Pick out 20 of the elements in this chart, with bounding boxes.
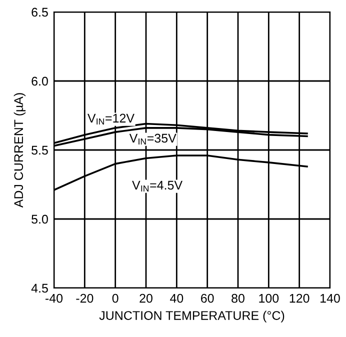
series-label: V$_{IN}$=35V (129, 134, 176, 144)
y-tick-label: 5.5 (32, 146, 48, 155)
x-tick-label: 0 (112, 294, 118, 303)
x-tick-label: -40 (46, 294, 63, 303)
y-tick-label: 6.0 (32, 76, 48, 86)
x-axis-title: JUNCTION TEMPERATURE (°C) (99, 310, 284, 322)
y-tick-label: 5.0 (32, 214, 48, 224)
x-tick-label: 40 (170, 294, 184, 303)
x-tick-label: 100 (259, 294, 279, 303)
x-tick-label: 80 (232, 294, 244, 303)
x-tick-label: 60 (201, 294, 214, 303)
x-tick-label: 20 (140, 294, 152, 303)
series-label: V$_{IN}$=12V (88, 114, 134, 124)
y-axis-title: ADJ CURRENT (µA) (14, 93, 26, 208)
series-label: V$_{IN}$=4.5V (132, 180, 182, 192)
y-tick-label: 4.5 (31, 284, 48, 293)
y-tick-label: 6.5 (32, 8, 48, 17)
x-tick-label: 120 (290, 294, 310, 303)
x-tick-label: -20 (76, 294, 94, 303)
x-tick-label: 140 (320, 294, 340, 303)
